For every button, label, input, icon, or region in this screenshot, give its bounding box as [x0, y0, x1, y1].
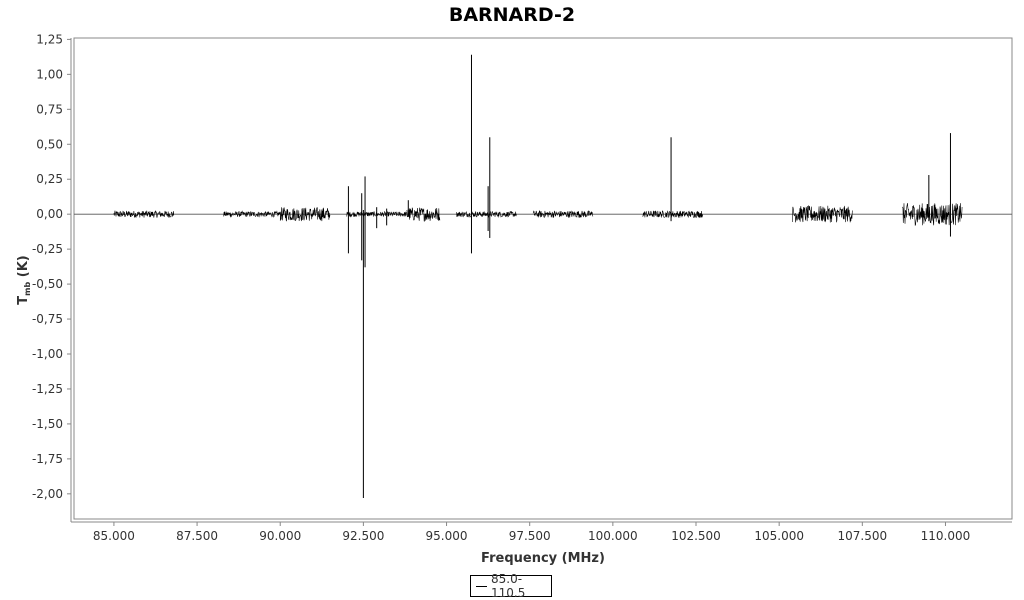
x-tick-label: 97.500 — [509, 529, 551, 543]
y-tick-label: -0,25 — [32, 242, 63, 256]
y-tick-label: -2,00 — [32, 487, 63, 501]
noise-band — [279, 207, 331, 222]
y-tick-label: -0,75 — [32, 312, 63, 326]
noise-band — [532, 210, 594, 219]
x-tick-label: 87.500 — [176, 529, 218, 543]
noise-band — [792, 204, 853, 223]
y-tick-label: -1,25 — [32, 382, 63, 396]
y-tick-label: 0,00 — [36, 207, 63, 221]
x-tick-label: 95.000 — [426, 529, 468, 543]
x-tick-label: 90.000 — [259, 529, 301, 543]
y-tick-label: 0,50 — [36, 137, 63, 151]
y-ticks: 1,25 1,00 0,75 0,50 0,25 0,00 -0,25 -0,50 -0,75 -… — [32, 32, 71, 501]
legend-label: 85.0-110.5 — [491, 572, 526, 600]
y-tick-label: -1,00 — [32, 347, 63, 361]
noise-band — [902, 203, 963, 226]
y-tick-label: -0,50 — [32, 277, 63, 291]
noise-band — [223, 210, 281, 218]
x-ticks: 85.000 87.500 90.000 92.500 95.000 97.500 100.… — [93, 522, 970, 543]
noise-band — [642, 210, 703, 218]
y-axis-label-main: T — [16, 296, 31, 305]
y-tick-label: -1,75 — [32, 452, 63, 466]
y-tick-label: -1,50 — [32, 417, 63, 431]
noise-band — [406, 207, 441, 222]
noise-band — [113, 210, 175, 218]
series-85-110 — [74, 54, 1012, 499]
x-tick-label: 107.500 — [838, 529, 888, 543]
legend-swatch — [476, 585, 487, 587]
x-axis-label: Frequency (MHz) — [481, 551, 605, 566]
noise-band — [456, 210, 517, 218]
x-tick-label: 110.000 — [921, 529, 971, 543]
legend: 85.0-110.5 — [470, 572, 552, 600]
x-tick-label: 85.000 — [93, 529, 135, 543]
plot-frame — [73, 37, 1013, 520]
x-tick-label: 102.500 — [671, 529, 721, 543]
y-axis-label: Tmb (K) — [16, 255, 32, 304]
y-tick-label: 0,25 — [36, 172, 63, 186]
y-tick-label: 1,00 — [36, 67, 63, 81]
y-axis-label-sub: mb — [23, 282, 32, 296]
y-tick-label: 0,75 — [36, 102, 63, 116]
x-tick-label: 100.000 — [588, 529, 638, 543]
y-axis-label-unit: (K) — [16, 255, 31, 281]
x-tick-label: 105.000 — [754, 529, 804, 543]
x-tick-label: 92.500 — [342, 529, 384, 543]
chart-title: BARNARD-2 — [448, 4, 576, 26]
y-tick-label: 1,25 — [36, 32, 63, 46]
